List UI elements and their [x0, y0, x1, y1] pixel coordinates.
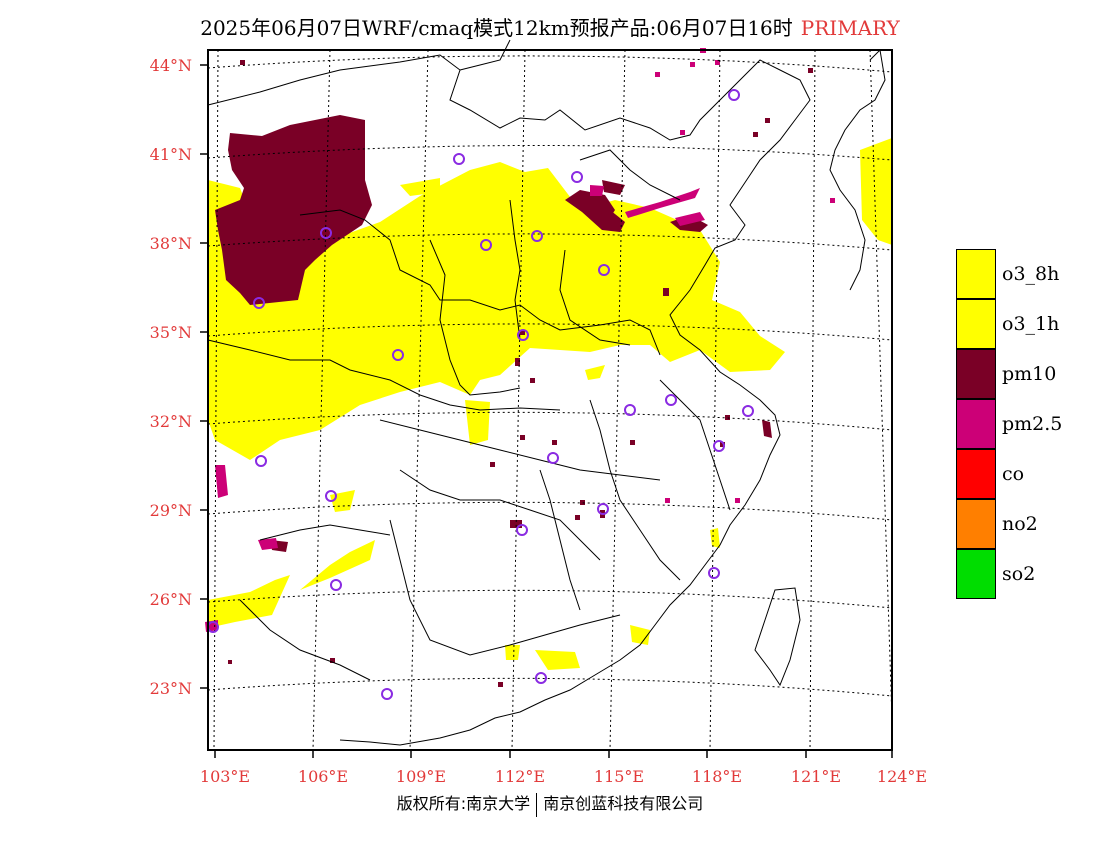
legend-label: co: [1002, 463, 1025, 485]
boundaries: [207, 39, 886, 746]
pm25-region: [205, 185, 705, 632]
footer-divider: [536, 792, 538, 817]
legend-label: so2: [1002, 563, 1036, 585]
lon-label: 103°E: [200, 767, 250, 786]
legend-label: no2: [1002, 513, 1038, 535]
lat-label: 32°N: [150, 412, 192, 431]
copyright-footer: 版权所有:南京大学 南京创蓝科技有限公司: [0, 790, 1100, 817]
legend-swatch: [956, 349, 996, 399]
legend-swatch: [956, 449, 996, 499]
legend-swatch: [956, 299, 996, 349]
legend-label: pm10: [1002, 363, 1057, 385]
map-title: 2025年06月07日WRF/cmaq模式12km预报产品:06月07日16时 P…: [0, 12, 1100, 41]
graticule: [207, 49, 893, 751]
lon-label: 121°E: [791, 767, 841, 786]
lon-label: 112°E: [495, 767, 545, 786]
legend-swatch: [956, 499, 996, 549]
lat-label: 44°N: [150, 56, 192, 75]
legend-swatch: [956, 399, 996, 449]
latitude-labels: 44°N 41°N 38°N 35°N 32°N 29°N 26°N 23°N: [150, 56, 192, 698]
lat-label: 23°N: [150, 679, 192, 698]
title-tag: PRIMARY: [800, 16, 900, 40]
lat-label: 41°N: [150, 145, 192, 164]
axis-ticks: [200, 64, 893, 758]
lat-label: 38°N: [150, 234, 192, 253]
legend-swatch: [956, 249, 996, 299]
legend-label: o3_1h: [1002, 313, 1060, 335]
copyright-right: 南京创蓝科技有限公司: [543, 794, 704, 813]
lon-label: 118°E: [692, 767, 742, 786]
lat-label: 26°N: [150, 590, 192, 609]
lon-label: 106°E: [298, 767, 348, 786]
lat-label: 29°N: [150, 501, 192, 520]
legend-label: o3_8h: [1002, 263, 1060, 285]
map-frame: [207, 49, 893, 751]
lon-label: 115°E: [594, 767, 644, 786]
legend-label: pm2.5: [1002, 413, 1063, 435]
copyright-left: 版权所有:南京大学: [396, 794, 531, 813]
lon-label: 124°E: [877, 767, 927, 786]
lat-label: 35°N: [150, 323, 192, 342]
title-text: 2025年06月07日WRF/cmaq模式12km预报产品:06月07日16时: [200, 16, 793, 40]
longitude-labels: 103°E 106°E 109°E 112°E 115°E 118°E 121°…: [200, 767, 927, 786]
o3-region: [208, 138, 892, 670]
lon-label: 109°E: [396, 767, 446, 786]
station-markers: [207, 89, 754, 700]
legend-swatch: [956, 549, 996, 599]
